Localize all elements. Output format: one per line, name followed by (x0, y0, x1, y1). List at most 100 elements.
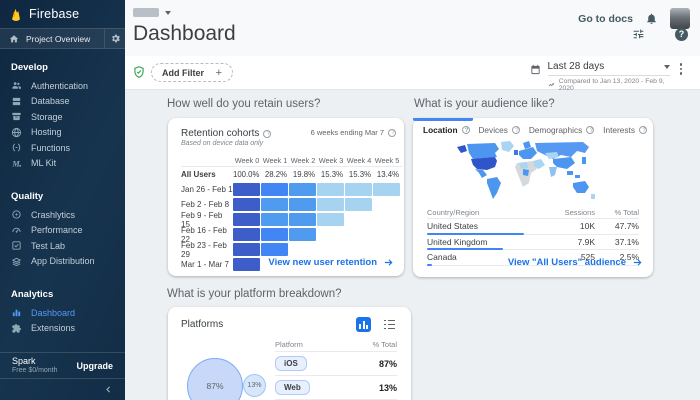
heatmap-cell (373, 183, 400, 196)
sidebar-item-database[interactable]: Database (0, 94, 125, 110)
speedometer-icon (12, 227, 21, 233)
sidebar-item-ml-kit[interactable]: M ML Kit (0, 156, 125, 172)
project-settings-button[interactable] (104, 29, 125, 48)
platforms-card-title: Platforms (181, 319, 224, 330)
view-new-user-retention-link[interactable]: View new user retention (268, 257, 394, 268)
sidebar-item-label: Extensions (31, 323, 76, 334)
database-icon (12, 97, 21, 105)
sessions-bar (427, 248, 503, 250)
sidebar-item-test-lab[interactable]: Test Lab (0, 238, 125, 254)
add-filter-label: Add Filter (162, 67, 204, 78)
cohort-row: Feb 23 - Feb 29 (181, 241, 404, 259)
heatmap-cell (345, 183, 372, 196)
sidebar-collapse[interactable] (0, 378, 125, 400)
tab-interests[interactable]: Interests (603, 125, 648, 135)
sessions-bar (427, 263, 432, 266)
geo-table-header: Country/Region Sessions % Total (427, 206, 639, 219)
audience-section-title: What is your audience like? (414, 98, 555, 110)
tab-devices[interactable]: Devices (478, 125, 521, 135)
audience-tabs: Location Devices Demographics Interests (413, 118, 653, 135)
platform-table: Platform % Total iOS 87% Web 13% (275, 338, 397, 400)
sidebar-item-performance[interactable]: Performance (0, 223, 125, 239)
heatmap-cell (233, 183, 260, 196)
tab-location[interactable]: Location (423, 125, 471, 135)
add-filter-button[interactable]: Add Filter + (151, 63, 233, 82)
arrow-right-icon (384, 259, 393, 266)
firebase-brand[interactable]: Firebase (0, 0, 125, 28)
heatmap-cell (261, 213, 288, 226)
info-icon[interactable] (388, 128, 397, 137)
tune-filters-icon[interactable] (632, 28, 645, 41)
sidebar-item-functions[interactable]: Functions (0, 140, 125, 156)
platform-table-header: Platform % Total (275, 338, 397, 352)
plan-name: Spark (12, 356, 36, 366)
plus-icon: + (215, 66, 222, 79)
sidebar-item-app-distribution[interactable]: App Distribution (0, 254, 125, 270)
help-icon[interactable] (675, 28, 688, 41)
project-overview-label: Project Overview (26, 33, 91, 44)
platform-chip-web[interactable]: Web (275, 380, 310, 395)
sidebar-item-storage[interactable]: Storage (0, 109, 125, 125)
sidebar-item-label: Test Lab (31, 240, 66, 251)
world-map (449, 139, 653, 206)
arrow-right-icon (633, 259, 642, 266)
dashboard-content: How well do you retain users? Retention … (125, 90, 700, 400)
nav-section-quality: Quality (11, 191, 44, 202)
week-header-row: Week 0 Week 1 Week 2 Week 3 Week 4 Week … (234, 155, 400, 165)
platform-bubble-web: 13% (243, 374, 266, 397)
bar-chart-icon (12, 310, 21, 317)
nav-section-analytics: Analytics (11, 289, 54, 300)
info-icon (461, 126, 471, 135)
retention-cohorts-card: Retention cohorts 6 weeks ending Mar 7 B… (168, 118, 404, 276)
sidebar-item-project-overview[interactable]: Project Overview (0, 28, 125, 49)
view-all-users-audience-link[interactable]: View "All Users" audience (508, 257, 643, 268)
avatar[interactable] (670, 8, 690, 29)
heatmap-cell (233, 243, 260, 256)
heatmap-cell (261, 183, 288, 196)
sidebar-item-dashboard[interactable]: Dashboard (0, 305, 125, 321)
sidebar-item-label: Dashboard (31, 307, 76, 318)
platform-chip-ios[interactable]: iOS (275, 356, 307, 371)
chart-view-toggle[interactable] (356, 317, 371, 332)
sidebar-item-crashlytics[interactable]: Crashlytics (0, 207, 125, 223)
project-switcher[interactable] (133, 8, 171, 17)
plan-panel: Spark Free $0/month Upgrade (0, 352, 125, 378)
sidebar-item-hosting[interactable]: Hosting (0, 125, 125, 141)
bell-icon[interactable] (645, 12, 658, 25)
test-lab-icon (12, 241, 21, 250)
audience-card: Location Devices Demographics Interests (413, 118, 653, 277)
upgrade-button[interactable]: Upgrade (76, 360, 113, 371)
project-name-redacted (133, 8, 159, 17)
topbar: Dashboard Go to docs (125, 0, 700, 56)
chevron-down-icon (165, 10, 171, 15)
all-users-row: All Users 100.0% 28.2% 19.8% 15.3% 15.3%… (181, 166, 402, 182)
list-view-toggle[interactable] (384, 317, 399, 332)
storage-bucket-icon (12, 113, 21, 121)
sidebar-item-label: Hosting (31, 127, 62, 138)
table-row: Web 13% (275, 376, 397, 400)
date-comparison: Compared to Jan 13, 2020 - Feb 9, 2020 (548, 78, 670, 92)
puzzle-icon (12, 323, 22, 333)
brand-name: Firebase (29, 7, 80, 21)
heatmap-cell (317, 183, 344, 196)
sidebar-item-authentication[interactable]: Authentication (0, 78, 125, 94)
geo-table: Country/Region Sessions % Total United S… (427, 206, 639, 266)
retention-card-title: Retention cohorts (181, 128, 272, 139)
go-to-docs-link[interactable]: Go to docs (578, 12, 633, 25)
info-icon (586, 126, 595, 135)
heatmap-cell (233, 198, 260, 211)
heatmap-cell (261, 228, 288, 241)
chevron-left-icon (106, 386, 111, 393)
info-icon (511, 126, 521, 135)
kebab-menu-icon[interactable] (679, 63, 682, 75)
platform-bubble-ios: 87% (187, 358, 243, 400)
sidebar-item-label: App Distribution (31, 256, 95, 267)
table-row: iOS 87% (275, 352, 397, 376)
page-title: Dashboard (133, 22, 236, 45)
cohort-row: Feb 2 - Feb 8 (181, 197, 404, 212)
info-icon[interactable] (263, 129, 272, 138)
tab-demographics[interactable]: Demographics (529, 125, 596, 135)
date-range-widget[interactable]: Last 28 days Compared to Jan 13, 2020 - … (530, 61, 682, 92)
sidebar-item-extensions[interactable]: Extensions (0, 321, 125, 337)
